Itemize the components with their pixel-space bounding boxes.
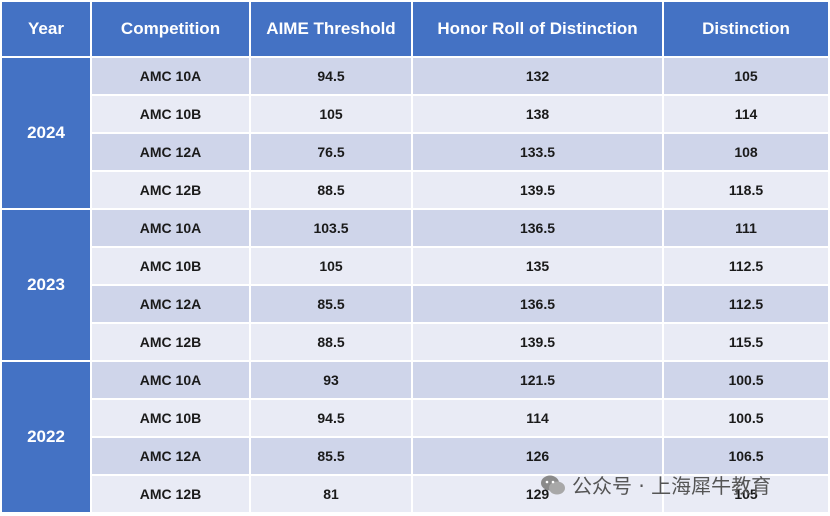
score-cell: 112.5 [664,286,828,322]
competition-cell: AMC 10A [92,362,249,398]
score-cell: 114 [413,400,662,436]
score-cell: 136.5 [413,286,662,322]
table-row: AMC 12B 88.5 139.5 115.5 [2,324,828,360]
year-cell: 2024 [2,58,90,208]
table-row: 2023 AMC 10A 103.5 136.5 111 [2,210,828,360]
header-cell: AIME Threshold [251,2,411,56]
competition-cell: AMC 12B [92,476,249,512]
watermark-text: 公众号 · 上海犀牛教育 [572,474,772,498]
score-cell: 94.5 [251,58,411,94]
competition-cell: AMC 12B [92,324,249,360]
score-cell: 100.5 [664,400,828,436]
score-cell: 105 [664,58,828,94]
competition-cell: AMC 12A [92,134,249,170]
score-cell: 108 [664,134,828,170]
score-cell: 85.5 [251,286,411,322]
table-row: AMC 10B 105 138 114 [2,96,828,132]
score-cell: 136.5 [413,210,662,246]
header-cell: Honor Roll of Distinction [413,2,662,56]
table-row: 2024 AMC 10A 94.5 132 105 [2,58,828,208]
competition-cell: AMC 10A [92,210,249,246]
score-cell: 76.5 [251,134,411,170]
score-cell: 88.5 [251,172,411,208]
score-cell: 135 [413,248,662,284]
score-cell: 81 [251,476,411,512]
competition-cell: AMC 10B [92,400,249,436]
score-cell: 139.5 [413,324,662,360]
competition-cell: AMC 10A [92,58,249,94]
table-row: AMC 10B 105 135 112.5 [2,248,828,284]
score-cell: 112.5 [664,248,828,284]
score-cell: 138 [413,96,662,132]
table-row: AMC 12A 85.5 136.5 112.5 [2,286,828,322]
score-cell: 88.5 [251,324,411,360]
score-cell: 105 [664,476,828,512]
header-row: Year Competition AIME Threshold Honor Roll … [2,2,828,56]
score-cell: 93 [251,362,411,398]
score-cell: 129 [413,476,662,512]
competition-cell: AMC 10B [92,96,249,132]
competition-cell: AMC 12A [92,438,249,474]
year-cell: 2022 [2,362,90,512]
header-cell: Year [2,2,90,56]
table-row: AMC 12A 85.5 126 106.5 [2,438,828,474]
score-cell: 133.5 [413,134,662,170]
table-row: AMC 10B 94.5 114 100.5 [2,400,828,436]
competition-cell: AMC 12A [92,286,249,322]
header-cell: Distinction [664,2,828,56]
watermark: 公众号 · 上海犀牛教育 [540,470,771,499]
score-cell: 121.5 [413,362,662,398]
header-cell: Competition [92,2,249,56]
competition-cell: AMC 10B [92,248,249,284]
wechat-icon [541,475,565,494]
score-cell: 139.5 [413,172,662,208]
score-cell: 114 [664,96,828,132]
score-cell: 85.5 [251,438,411,474]
score-cell: 100.5 [664,362,828,398]
table-row: 2022 AMC 10A 93 121.5 100.5 [2,362,828,512]
table-row: AMC 12B 81 129 105 [2,476,828,512]
score-cell: 105 [251,96,411,132]
table-body: 2024 AMC 10A 94.5 132 105 AMC 10B 105 138 114 AMC… [2,58,828,512]
competition-cell: AMC 12B [92,172,249,208]
score-cell: 94.5 [251,400,411,436]
score-cell: 132 [413,58,662,94]
year-cell: 2023 [2,210,90,360]
score-cell: 115.5 [664,324,828,360]
score-cell: 126 [413,438,662,474]
score-cell: 103.5 [251,210,411,246]
score-cell: 111 [664,210,828,246]
table-row: AMC 12A 76.5 133.5 108 [2,134,828,170]
score-cell: 105 [251,248,411,284]
score-cell: 118.5 [664,172,828,208]
score-cell: 106.5 [664,438,828,474]
table-row: AMC 12B 88.5 139.5 118.5 [2,172,828,208]
